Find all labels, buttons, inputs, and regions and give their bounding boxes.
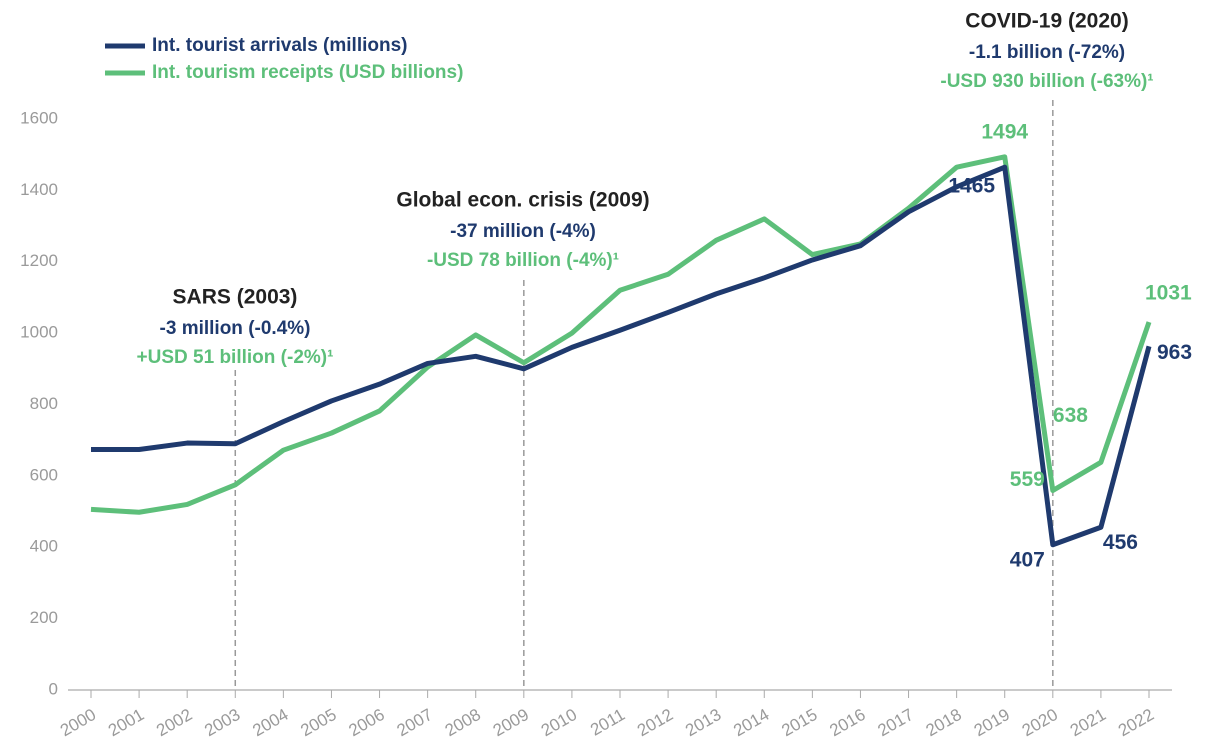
x-tick-label: 2018 xyxy=(923,705,965,737)
event-title: Global econ. crisis (2009) xyxy=(396,189,649,212)
x-tick-label: 2012 xyxy=(634,705,676,737)
event-arrivals: -3 million (-0.4%) xyxy=(160,318,311,339)
event-arrivals: -37 million (-4%) xyxy=(450,221,596,242)
y-tick-label: 200 xyxy=(30,608,58,627)
event-title: SARS (2003) xyxy=(173,286,298,309)
x-tick-label: 2019 xyxy=(971,705,1013,737)
legend-label: Int. tourism receipts (USD billions) xyxy=(152,62,463,83)
x-tick-label: 2003 xyxy=(201,705,243,737)
x-tick-label: 2016 xyxy=(826,705,868,737)
x-tick-label: 2010 xyxy=(538,705,580,737)
data-label: 1494 xyxy=(981,120,1028,143)
data-label: 1465 xyxy=(948,175,995,198)
y-tick-label: 1600 xyxy=(20,108,58,127)
event-receipts: -USD 78 billion (-4%)¹ xyxy=(427,250,619,271)
y-tick-label: 600 xyxy=(30,465,58,484)
y-tick-label: 800 xyxy=(30,394,58,413)
x-tick-label: 2022 xyxy=(1115,705,1157,737)
y-tick-label: 1200 xyxy=(20,251,58,270)
x-tick-label: 2008 xyxy=(442,705,484,737)
x-tick-label: 2000 xyxy=(57,705,99,737)
x-tick-label: 2013 xyxy=(682,705,724,737)
y-tick-label: 0 xyxy=(49,679,58,698)
x-tick-label: 2014 xyxy=(730,705,772,737)
x-tick-label: 2006 xyxy=(346,705,388,737)
x-tick-label: 2017 xyxy=(875,705,917,737)
x-tick-label: 2009 xyxy=(490,705,532,737)
x-tick-label: 2002 xyxy=(153,705,195,737)
series-line xyxy=(91,164,1152,548)
series-line xyxy=(90,154,1152,515)
x-tick-label: 2011 xyxy=(587,705,628,737)
event-arrivals: -1.1 billion (-72%) xyxy=(969,42,1125,63)
data-label: 963 xyxy=(1157,341,1192,364)
x-tick-label: 2001 xyxy=(105,705,147,737)
data-label: 638 xyxy=(1053,404,1088,427)
data-label: 559 xyxy=(1010,468,1045,491)
data-label: 1031 xyxy=(1145,282,1192,305)
data-label: 407 xyxy=(1010,548,1045,571)
x-tick-label: 2021 xyxy=(1067,705,1109,737)
event-title: COVID-19 (2020) xyxy=(965,10,1128,33)
y-tick-label: 1000 xyxy=(20,323,58,342)
legend-label: Int. tourist arrivals (millions) xyxy=(152,35,408,56)
data-label: 456 xyxy=(1103,531,1138,554)
x-tick-label: 2015 xyxy=(778,705,820,737)
x-tick-label: 2005 xyxy=(297,705,339,737)
event-receipts: -USD 930 billion (-63%)¹ xyxy=(940,71,1153,92)
x-tick-label: 2004 xyxy=(249,705,291,737)
x-tick-label: 2020 xyxy=(1019,705,1061,737)
event-receipts: +USD 51 billion (-2%)¹ xyxy=(137,347,334,368)
y-tick-label: 1400 xyxy=(20,180,58,199)
y-tick-label: 400 xyxy=(30,537,58,556)
x-tick-label: 2007 xyxy=(394,705,436,737)
